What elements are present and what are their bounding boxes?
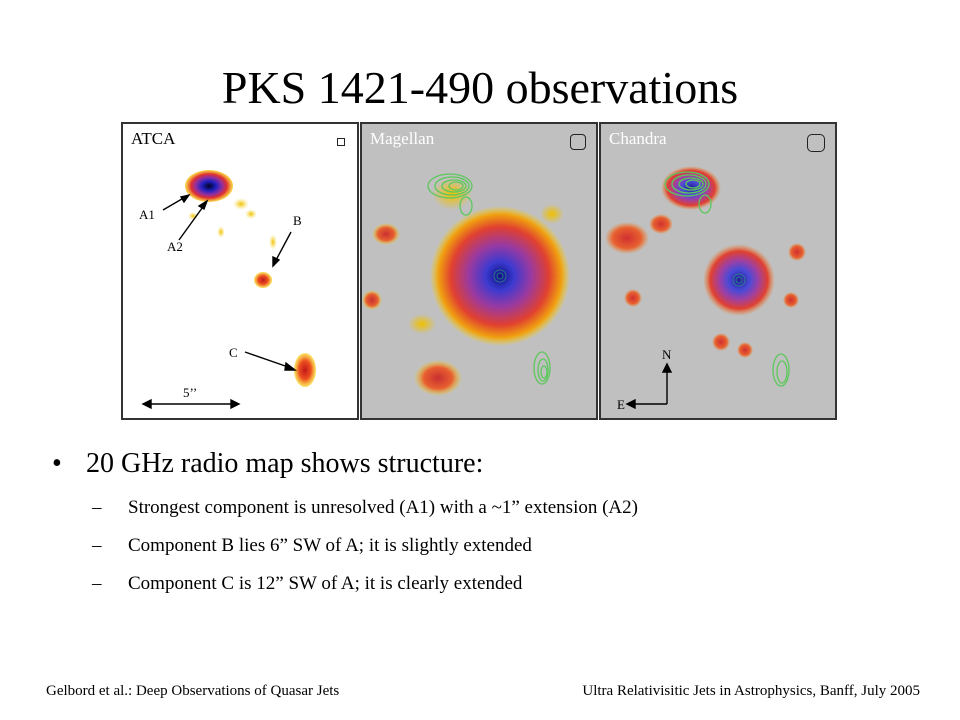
compass [625, 362, 673, 410]
beam-marker [807, 134, 825, 152]
dash-glyph: – [92, 535, 102, 556]
bullet-list: • 20 GHz radio map shows structure: – St… [52, 446, 912, 596]
dash-glyph: – [92, 573, 102, 594]
label-north: N [662, 347, 672, 362]
magellan-image [362, 173, 570, 396]
xray-source-blob [788, 243, 806, 261]
main-bullet: • 20 GHz radio map shows structure: [52, 446, 912, 482]
label-b: B [293, 213, 302, 228]
observation-figure: ATCA A1 A2 B C 5’’ [121, 122, 837, 420]
source-a-blob [185, 170, 233, 202]
sub-bullet: – Strongest component is unresolved (A1)… [52, 496, 912, 520]
source-c-blob [294, 353, 316, 387]
sub-bullet-text: Component B lies 6” SW of A; it is sligh… [128, 535, 532, 556]
faint-emission [269, 234, 277, 250]
label-scale: 5’’ [183, 385, 198, 400]
xray-source-blob [783, 292, 799, 308]
footer-left: Gelbord et al.: Deep Observations of Qua… [46, 683, 340, 699]
dash-glyph: – [92, 497, 102, 518]
faint-emission [245, 209, 257, 219]
galaxy-blob [362, 290, 382, 310]
chandra-panel: Chandra N E [599, 122, 837, 420]
faint-emission [540, 204, 564, 224]
beam-marker [570, 134, 586, 150]
label-east: E [617, 397, 625, 412]
label-c: C [229, 345, 238, 360]
main-bullet-text: 20 GHz radio map shows structure: [86, 448, 484, 479]
atca-label: ATCA [131, 129, 176, 148]
radio-contours [427, 173, 551, 385]
quasar-core-blob [703, 244, 775, 316]
magellan-label: Magellan [370, 129, 435, 148]
slide-title: PKS 1421-490 observations [221, 62, 739, 113]
radio-contours [664, 171, 790, 387]
faint-emission [233, 198, 249, 210]
source-b-blob [254, 272, 272, 288]
label-a1: A1 [139, 207, 155, 222]
sub-bullet: – Component B lies 6” SW of A; it is sli… [52, 534, 912, 558]
xray-source-blob [649, 214, 673, 234]
magellan-panel: Magellan [360, 122, 598, 420]
sub-bullet-text: Strongest component is unresolved (A1) w… [128, 497, 638, 518]
sub-bullet-text: Component C is 12” SW of A; it is clearl… [128, 573, 523, 594]
atca-panel: ATCA A1 A2 B C 5’’ [121, 122, 359, 420]
bullet-glyph: • [52, 448, 62, 479]
xray-source-blob [605, 222, 649, 254]
xray-source-blob [737, 342, 753, 358]
label-a2: A2 [167, 239, 183, 254]
galaxy-blob [372, 223, 400, 245]
xray-source-blob [712, 333, 730, 351]
xray-source-blob [624, 289, 642, 307]
beam-marker [337, 138, 345, 146]
faint-emission [217, 226, 225, 238]
chandra-label: Chandra [609, 129, 667, 148]
chandra-image [605, 166, 806, 410]
sub-bullet: – Component C is 12” SW of A; it is clea… [52, 572, 912, 596]
quasar-host-blob [430, 206, 570, 346]
atca-image [141, 170, 316, 410]
footer-right: Ultra Relativisitic Jets in Astrophysics… [582, 683, 920, 699]
galaxy-blob [414, 360, 462, 396]
faint-emission [408, 314, 436, 334]
